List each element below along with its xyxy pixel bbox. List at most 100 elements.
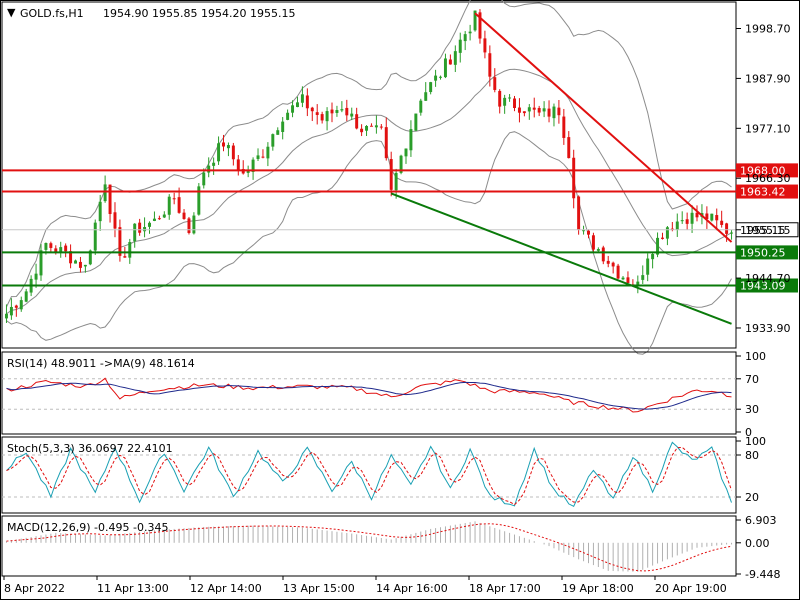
candle-body	[19, 300, 23, 310]
candle-body	[226, 145, 230, 149]
time-tick-label: 19 Apr 18:00	[562, 582, 634, 595]
candle-body	[424, 92, 428, 101]
candle-body	[133, 223, 137, 242]
candle-body	[335, 110, 339, 113]
candle	[606, 255, 610, 268]
candle	[266, 142, 270, 167]
candle	[182, 209, 186, 220]
candle	[542, 101, 546, 118]
candle	[685, 212, 689, 230]
candle	[374, 115, 378, 134]
candle	[286, 109, 290, 121]
candle	[621, 276, 625, 281]
candle-body	[266, 146, 270, 159]
candle-body	[636, 281, 640, 285]
symbol-label: GOLD.fs,H1	[20, 7, 84, 20]
candle	[271, 133, 275, 151]
candle-body	[582, 230, 586, 232]
candle	[103, 175, 107, 203]
candle	[118, 219, 122, 262]
candle-body	[463, 34, 467, 42]
candle	[404, 148, 408, 164]
candle	[547, 100, 551, 123]
candle	[300, 86, 304, 108]
candle	[419, 98, 423, 116]
time-tick-label: 14 Apr 16:00	[376, 582, 448, 595]
candle-body	[646, 258, 650, 275]
time-tick-label: 13 Apr 15:00	[283, 582, 355, 595]
candle-body	[157, 218, 161, 220]
candle	[93, 219, 97, 255]
rsi-axis: 100 70 30 0	[736, 350, 766, 439]
stochastic-pane-border	[1, 436, 737, 514]
resistance-level-label: 1968.00	[740, 164, 786, 177]
candle-body	[483, 38, 487, 53]
candle-body	[187, 218, 191, 233]
candle-body	[384, 127, 388, 159]
candle-body	[192, 215, 196, 234]
candle-body	[108, 184, 112, 215]
resistance-level-label: 1963.42	[740, 186, 786, 199]
stochastic-tick-label: 100	[745, 435, 766, 448]
candle-body	[143, 227, 147, 232]
horizontal-levels: 1955.15 1968.00 1963.42 1950.25 1943.09	[2, 163, 799, 293]
candle-body	[138, 222, 142, 233]
macd-pane-border	[1, 515, 737, 577]
candle	[577, 195, 581, 235]
candle	[537, 105, 541, 117]
candle-body	[34, 273, 38, 280]
candle-body	[670, 228, 674, 230]
menu-triangle-icon[interactable]: ▼	[7, 6, 16, 19]
candle	[291, 100, 295, 118]
candle-body	[517, 107, 521, 113]
candle-body	[4, 313, 8, 319]
candle	[39, 244, 43, 281]
time-tick-label: 18 Apr 17:00	[469, 582, 541, 595]
candle-body	[305, 95, 309, 109]
macd-pane[interactable]: 6.903 0.00 -9.448 MACD(12,26,9) -0.495 -0.…	[1, 514, 780, 581]
candle-body	[572, 157, 576, 199]
candle	[172, 192, 176, 205]
candle	[448, 54, 452, 65]
candle-body	[443, 58, 447, 78]
price-tick-label: 1966.30	[745, 172, 791, 185]
candle-body	[14, 305, 18, 308]
lower-band	[6, 131, 732, 355]
candle-body	[587, 230, 590, 235]
candle	[478, 9, 482, 44]
candle	[330, 102, 334, 123]
rsi-label: RSI(14) 48.9011 ->MA(9) 48.1614	[7, 357, 195, 370]
candle	[143, 217, 147, 238]
price-axis: 1998.70 1987.90 1977.10 1966.30 1955.15 1944.…	[736, 22, 791, 335]
candle-body	[690, 212, 694, 224]
candle-body	[49, 243, 53, 248]
rsi-pane[interactable]: 100 70 30 0 RSI(14) 48.9011 ->MA(9) 48.1614	[1, 350, 766, 439]
candle	[498, 89, 502, 114]
candle	[458, 32, 462, 63]
candle	[113, 202, 117, 238]
time-tick-label: 11 Apr 13:00	[97, 582, 169, 595]
price-tick-label: 1998.70	[745, 22, 791, 35]
candle	[557, 100, 561, 124]
candle-body	[488, 53, 492, 77]
candle-body	[271, 134, 275, 147]
candle	[251, 157, 255, 180]
candle-body	[197, 186, 201, 215]
candle	[601, 245, 605, 265]
candle	[424, 82, 428, 101]
candle	[34, 263, 38, 288]
candle-body	[478, 12, 482, 39]
price-pane[interactable]: 1955.15 1968.00 1963.42 1950.25 1943.09 1998…	[1, 0, 799, 355]
candle	[483, 30, 487, 59]
candle	[296, 96, 299, 108]
candle	[680, 211, 684, 224]
candle	[305, 88, 309, 117]
candle-body	[665, 227, 669, 239]
candle	[325, 107, 329, 131]
candle	[379, 124, 383, 130]
candle-body	[350, 113, 354, 117]
candle-body	[527, 107, 531, 112]
